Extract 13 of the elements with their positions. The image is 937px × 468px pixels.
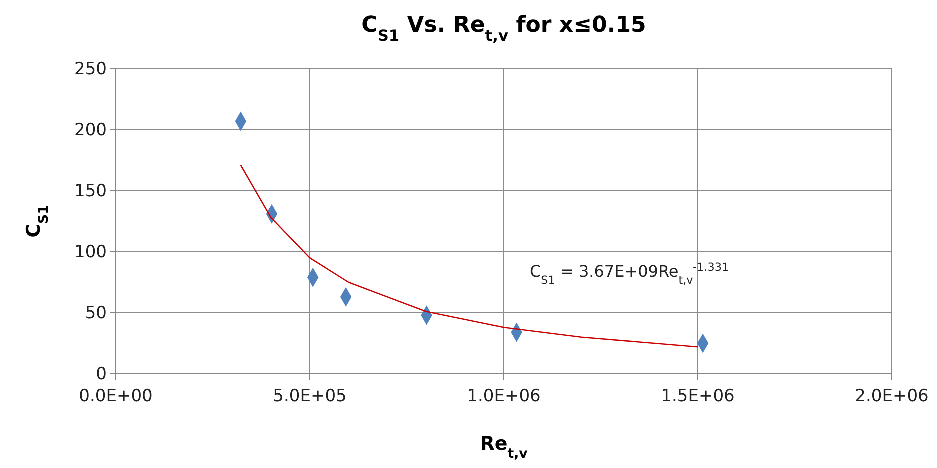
y-tick-label: 250 [74, 59, 107, 80]
x-tick-label: 2.0E+06 [855, 386, 929, 407]
y-tick-label: 200 [74, 120, 107, 140]
y-tick-label: 100 [74, 242, 107, 262]
x-tick-label: 0.0E+00 [79, 386, 153, 407]
chart-title: C$_{S1}$ Vs. Re$_{t,v}$ for x≤0.15 [362, 13, 646, 45]
x-axis-title: Re$_{t,v}$ [480, 433, 528, 462]
x-tick-label: 1.5E+06 [661, 386, 735, 407]
x-tick-label: 5.0E+05 [273, 386, 347, 407]
x-tick-label: 1.0E+06 [467, 386, 541, 407]
y-tick-label: 0 [96, 364, 107, 384]
y-tick-label: 50 [85, 303, 107, 324]
y-tick-label: 150 [74, 181, 107, 202]
